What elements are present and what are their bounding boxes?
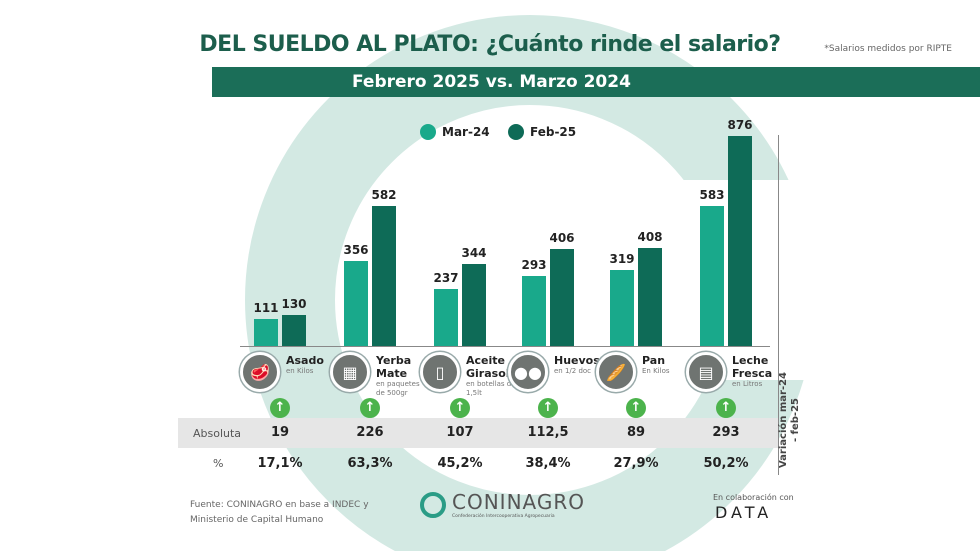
legend-feb25: Feb-25	[508, 124, 576, 140]
logo-icon	[420, 491, 446, 518]
bar-feb25	[372, 206, 396, 346]
category-text: Pan En Kilos	[642, 352, 670, 392]
arrow-up-icon: ↑	[538, 398, 558, 418]
percent-value: 17,1%	[257, 456, 303, 471]
bar-feb25	[638, 248, 662, 346]
legend-swatch	[508, 124, 524, 140]
category-2: ▯ Aceite Girasol en botellas de 1,5lt	[420, 352, 520, 398]
bar-mar24	[344, 260, 368, 346]
arrow-up-icon: ↑	[716, 398, 736, 418]
value-label: 356	[343, 242, 369, 257]
category-text: Leche Fresca en Litros	[732, 352, 786, 392]
category-unit: En Kilos	[642, 367, 670, 375]
percent-label: %	[213, 457, 224, 470]
absolute-label: Absoluta	[193, 427, 242, 440]
source-line: Ministerio de Capital Humano	[190, 515, 324, 525]
category-unit: en paquetes de 500gr	[376, 380, 420, 397]
absolute-value: 19	[270, 425, 290, 440]
value-label: 406	[549, 230, 575, 245]
value-label: 293	[521, 257, 547, 272]
value-label: 344	[461, 245, 487, 260]
absolute-value: 112,5	[527, 425, 569, 440]
logo-subtext: Confederación Intercooperativa Agropecua…	[452, 514, 555, 519]
category-name: Aceite Girasol	[466, 354, 510, 380]
category-unit: en Litros	[732, 380, 763, 388]
oil-bottle-icon: ▯	[420, 352, 460, 392]
meat-icon: 🥩	[240, 352, 280, 392]
category-unit: en 1/2 doc	[554, 367, 592, 375]
yerba-package-icon: ▦	[330, 352, 370, 392]
value-label: 408	[637, 230, 663, 245]
value-label: 583	[699, 188, 725, 203]
bar-feb25	[728, 136, 752, 346]
subtitle-bar: Febrero 2025 vs. Marzo 2024	[212, 67, 980, 97]
source-text: Fuente: CONINAGRO en base a INDEC y Minis…	[190, 498, 369, 528]
category-4: 🥖 Pan En Kilos	[596, 352, 696, 392]
arrow-up-icon: ↑	[270, 398, 290, 418]
collab-text: En colaboración con	[713, 493, 794, 502]
value-label: 319	[609, 251, 635, 266]
category-3: ●● Huevos en 1/2 doc	[508, 352, 608, 392]
category-name: Pan	[642, 354, 666, 367]
category-text: Huevos en 1/2 doc	[554, 352, 600, 392]
category-name: Huevos	[554, 354, 600, 367]
absolute-value: 293	[712, 425, 740, 440]
category-5: ▤ Leche Fresca en Litros	[686, 352, 786, 392]
value-label: 876	[727, 118, 753, 132]
page-title: DEL SUELDO AL PLATO: ¿Cuánto rinde el sa…	[199, 32, 781, 57]
divider	[778, 135, 779, 475]
category-unit: en botellas de 1,5lt	[466, 380, 516, 397]
absolute-value: 226	[356, 425, 384, 440]
category-text: Asado en Kilos	[286, 352, 324, 392]
category-name: Yerba Mate	[376, 354, 412, 380]
percent-value: 38,4%	[525, 456, 571, 471]
bar-mar24	[254, 319, 278, 346]
bar-mar24	[700, 206, 724, 346]
bar-feb25	[282, 314, 306, 346]
value-label: 237	[433, 271, 459, 286]
category-1: ▦ Yerba Mate en paquetes de 500gr	[330, 352, 430, 398]
category-name: Asado	[286, 354, 324, 367]
percent-value: 27,9%	[613, 456, 659, 471]
value-label: 111	[253, 301, 279, 316]
bread-icon: 🥖	[596, 352, 636, 392]
absolute-row	[178, 418, 778, 448]
bar-mar24	[434, 289, 458, 346]
category-0: 🥩 Asado en Kilos	[240, 352, 340, 392]
legend-label: Feb-25	[530, 125, 577, 139]
percent-value: 45,2%	[437, 456, 483, 471]
arrow-up-icon: ↑	[450, 398, 470, 418]
variation-label: Variación mar-24 - feb-25	[778, 371, 801, 469]
category-unit: en Kilos	[286, 367, 314, 375]
legend-swatch	[420, 124, 436, 140]
coninagro-logo: CONINAGRO Confederación Intercooperativa …	[420, 490, 585, 519]
value-label: 582	[371, 188, 397, 203]
bar-mar24	[610, 269, 634, 346]
absolute-value: 89	[626, 425, 646, 440]
value-label: 130	[281, 296, 307, 311]
percent-value: 50,2%	[703, 456, 749, 471]
absolute-value: 107	[446, 425, 474, 440]
category-text: Yerba Mate en paquetes de 500gr	[376, 352, 430, 398]
logo-text: CONINAGRO	[452, 490, 585, 514]
milk-icon: ▤	[686, 352, 726, 392]
category-name: Leche Fresca	[732, 354, 773, 380]
footnote: *Salarios medidos por RIPTE	[824, 44, 952, 54]
x-axis	[240, 346, 770, 347]
legend-mar24: Mar-24	[420, 124, 490, 140]
source-line: Fuente: CONINAGRO en base a INDEC y	[190, 500, 369, 510]
arrow-up-icon: ↑	[360, 398, 380, 418]
percent-value: 63,3%	[347, 456, 393, 471]
legend-label: Mar-24	[442, 125, 490, 139]
bar-feb25	[550, 248, 574, 346]
arrow-up-icon: ↑	[626, 398, 646, 418]
category-text: Aceite Girasol en botellas de 1,5lt	[466, 352, 520, 398]
bar-mar24	[522, 275, 546, 346]
eggs-icon: ●●	[508, 352, 548, 392]
bar-feb25	[462, 263, 486, 346]
data-logo: DATA	[715, 503, 773, 522]
